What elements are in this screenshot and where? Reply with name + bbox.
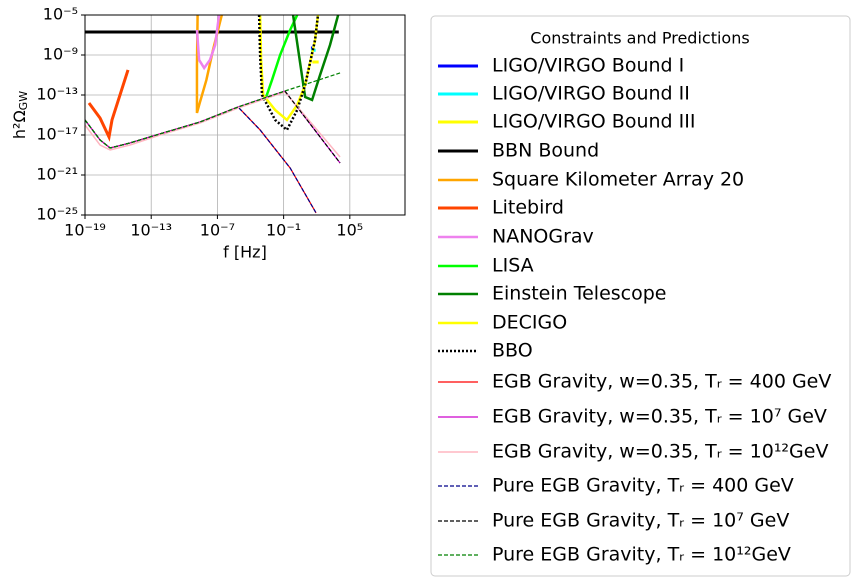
legend-label: Pure EGB Gravity, Tᵣ = 400 GeV: [492, 475, 794, 497]
y-tick-label: 10⁻²⁵: [36, 205, 78, 224]
legend-label: Litebird: [492, 197, 564, 219]
y-axis-label-main: h²Ω: [10, 110, 29, 139]
y-tick-label: 10⁻¹⁷: [36, 125, 78, 144]
series-line: [87, 69, 130, 142]
y-axis-label-sub: GW: [17, 91, 30, 111]
legend-label: BBN Bound: [492, 140, 599, 162]
legend-title: Constraints and Predictions: [530, 29, 749, 48]
y-tick-label: 10⁻⁵: [43, 5, 78, 24]
legend-label: LIGO/VIRGO Bound II: [492, 83, 690, 105]
series-line: [257, 15, 320, 132]
x-tick-label: 10⁻¹³: [130, 221, 172, 240]
series-line: [264, 15, 299, 98]
legend-label: LIGO/VIRGO Bound I: [492, 55, 684, 77]
legend-label: LISA: [492, 255, 534, 277]
x-tick-label: 10⁻¹⁹: [64, 221, 106, 240]
x-tick-label: 10⁵: [336, 221, 363, 240]
series-line: [291, 15, 340, 102]
legend-label: Pure EGB Gravity, Tᵣ = 10¹²GeV: [492, 544, 791, 566]
x-axis-label: f [Hz]: [223, 243, 267, 262]
legend-label: EGB Gravity, w=0.35, Tᵣ = 10¹²GeV: [492, 441, 828, 463]
x-tick-label: 10⁻⁷: [200, 221, 235, 240]
y-tick-label: 10⁻⁹: [43, 45, 78, 64]
legend-label: EGB Gravity, w=0.35, Tᵣ = 10⁷ GeV: [492, 406, 827, 428]
series-line: [85, 91, 341, 158]
legend-label: LIGO/VIRGO Bound III: [492, 111, 695, 133]
ticks: 10⁻¹⁹ 10⁻¹³ 10⁻⁷ 10⁻¹ 10⁵ 10⁻²⁵ 10⁻²¹ 10⁻¹⁷ 10⁻¹…: [36, 5, 363, 240]
legend-label: Pure EGB Gravity, Tᵣ = 10⁷ GeV: [492, 510, 789, 532]
plot-frame: [84, 14, 406, 216]
legend-label: NANOGrav: [492, 226, 594, 248]
series-line: [85, 72, 341, 149]
legend-label: Square Kilometer Array 20: [492, 169, 744, 191]
legend-label: Einstein Telescope: [492, 283, 666, 305]
y-tick-label: 10⁻¹³: [36, 85, 78, 104]
y-tick-label: 10⁻²¹: [36, 165, 78, 184]
lines: [85, 15, 341, 214]
legend-label: DECIGO: [492, 312, 567, 334]
legend: LIGO/VIRGO Bound I LIGO/VIRGO Bound II LIG…: [438, 55, 831, 566]
legend-label: EGB Gravity, w=0.35, Tᵣ = 400 GeV: [492, 371, 831, 393]
legend-label: BBO: [492, 340, 533, 362]
y-axis-label: h²ΩGW: [10, 91, 31, 139]
legend-box: [430, 15, 851, 577]
series-line: [195, 15, 221, 71]
x-tick-label: 10⁻¹: [266, 221, 301, 240]
